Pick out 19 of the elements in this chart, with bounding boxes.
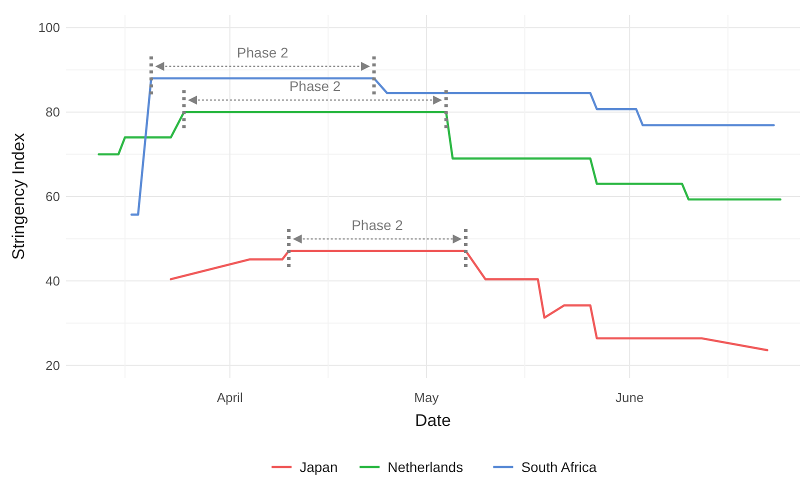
annotation: Phase 2 [236,44,289,60]
y-tick-label: 60 [46,189,60,204]
y-tick-label: 20 [46,358,60,373]
legend-label: Japan [300,458,338,475]
x-tick-label: April [216,390,243,405]
annotation: Phase 2 [289,78,341,94]
line-series [130,77,775,216]
y-tick-label: 80 [46,104,60,120]
y-axis-title: Stringency Index [9,132,28,260]
legend-label: South Africa [521,458,597,475]
x-tick-label: May [414,390,440,405]
y-tick-label: 40 [46,273,60,288]
y-tick-label: 100 [38,20,60,36]
x-tick-label: June [616,390,644,405]
legend-label: Netherlands [388,458,464,475]
annotation: Phase 2 [352,216,404,233]
line-series [98,110,782,201]
x-axis-title: Date [415,411,451,430]
line-series [170,250,768,352]
